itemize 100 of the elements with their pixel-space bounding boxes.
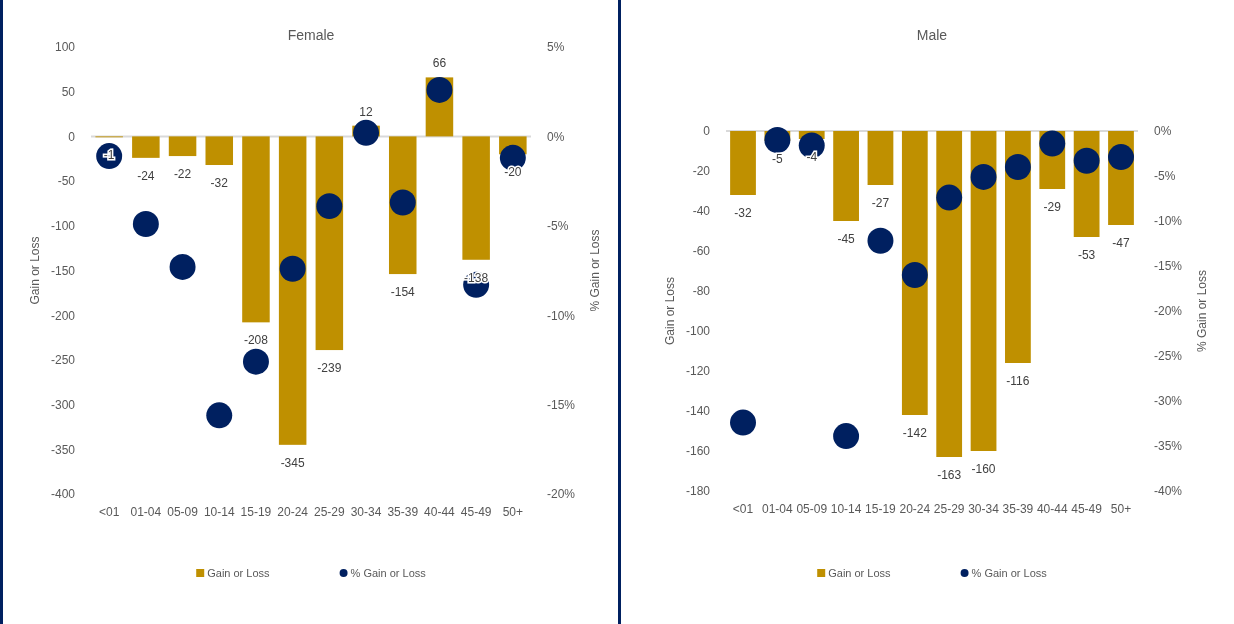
x-tick-label: 50+ bbox=[502, 505, 524, 519]
y-tick-label: -60 bbox=[692, 244, 711, 259]
chart-title: Female bbox=[287, 27, 335, 43]
data-label: -24 bbox=[137, 168, 155, 183]
x-tick-label: 50+ bbox=[1110, 502, 1132, 516]
y2-tick-label: -25% bbox=[1154, 349, 1183, 364]
x-tick-label: 20-24 bbox=[899, 502, 931, 516]
data-label: -27 bbox=[871, 196, 890, 210]
y-tick-label: -160 bbox=[685, 444, 711, 459]
y-tick-label: 100 bbox=[54, 40, 76, 55]
x-tick-label: <01 bbox=[98, 505, 120, 519]
y-axis-title: Gain or Loss bbox=[663, 276, 677, 346]
x-tick-label: 01-04 bbox=[130, 505, 162, 519]
y-tick-label: -100 bbox=[685, 324, 711, 339]
y-tick-label: -40 bbox=[692, 204, 711, 219]
y2-tick-label: -40% bbox=[1154, 484, 1183, 499]
data-label: -142 bbox=[902, 426, 928, 440]
point bbox=[1108, 144, 1134, 171]
point bbox=[730, 409, 756, 436]
y2-tick-label: -5% bbox=[547, 219, 569, 234]
point bbox=[1004, 154, 1031, 180]
data-label: -32 bbox=[734, 206, 753, 220]
x-tick-label: 45-49 bbox=[460, 505, 492, 519]
y2-tick-label: -10% bbox=[1154, 214, 1183, 229]
y2-tick-label: 0% bbox=[1154, 124, 1172, 139]
point bbox=[936, 184, 963, 211]
x-tick-label: 01-04 bbox=[762, 502, 794, 516]
y2-tick-label: 0% bbox=[547, 129, 565, 144]
point bbox=[389, 189, 416, 216]
point bbox=[316, 193, 343, 220]
legend-label: % Gain or Loss bbox=[971, 567, 1048, 579]
x-tick-label: 30-34 bbox=[968, 502, 1000, 516]
data-label: -163 bbox=[937, 468, 962, 482]
data-label: -22 bbox=[173, 167, 192, 182]
y-tick-label: -140 bbox=[685, 404, 711, 419]
y-tick-label: -120 bbox=[685, 364, 711, 379]
y-tick-label: -50 bbox=[57, 174, 76, 189]
x-tick-label: 15-19 bbox=[240, 505, 272, 519]
x-tick-label: 35-39 bbox=[387, 505, 419, 519]
point bbox=[867, 227, 894, 254]
y2-tick-label: -35% bbox=[1154, 439, 1183, 454]
legend-label: % Gain or Loss bbox=[350, 567, 427, 579]
point bbox=[833, 423, 860, 450]
y-tick-label: -250 bbox=[50, 353, 76, 368]
data-label: -29 bbox=[1043, 200, 1062, 214]
data-label: -138 bbox=[464, 270, 489, 285]
y-tick-label: 0 bbox=[68, 129, 76, 144]
y-tick-label: -400 bbox=[50, 487, 76, 502]
x-tick-label: 15-19 bbox=[865, 502, 897, 516]
data-label: -1 bbox=[103, 148, 115, 163]
point bbox=[132, 211, 159, 237]
x-tick-label: 10-14 bbox=[203, 505, 235, 519]
data-label: 66 bbox=[432, 56, 447, 71]
y-tick-label: 0 bbox=[703, 124, 711, 139]
data-label: -53 bbox=[1077, 248, 1096, 262]
chart-title: Male bbox=[916, 27, 948, 43]
data-label: -45 bbox=[837, 232, 856, 246]
y2-tick-label: -20% bbox=[1154, 304, 1183, 319]
data-label: -47 bbox=[1112, 236, 1130, 250]
y2-tick-label: -15% bbox=[1154, 259, 1183, 274]
point bbox=[901, 262, 928, 288]
legend-label: Gain or Loss bbox=[207, 567, 271, 579]
x-tick-label: 05-09 bbox=[796, 502, 828, 516]
x-tick-label: 30-34 bbox=[350, 505, 382, 519]
point bbox=[242, 348, 269, 375]
data-label: -5 bbox=[772, 152, 784, 166]
y2-tick-label: -15% bbox=[547, 397, 576, 412]
y-tick-label: -20 bbox=[692, 164, 711, 179]
y2-tick-label: -30% bbox=[1154, 394, 1183, 409]
point bbox=[353, 119, 380, 146]
data-label: -239 bbox=[317, 361, 342, 376]
y-tick-label: -100 bbox=[50, 219, 76, 234]
data-label: -32 bbox=[210, 176, 229, 191]
x-tick-label: 40-44 bbox=[424, 505, 456, 519]
point bbox=[1039, 130, 1066, 157]
point bbox=[169, 253, 196, 280]
y-tick-label: 50 bbox=[61, 85, 76, 100]
y2-tick-label: -5% bbox=[1154, 169, 1176, 184]
y2-axis-title: % Gain or Loss bbox=[1195, 269, 1209, 353]
data-label: 12 bbox=[359, 104, 374, 119]
point bbox=[1073, 147, 1100, 174]
x-tick-label: 25-29 bbox=[933, 502, 965, 516]
x-tick-label: 40-44 bbox=[1036, 502, 1068, 516]
point bbox=[970, 163, 997, 190]
legend-label: Gain or Loss bbox=[828, 567, 892, 579]
y-tick-label: -300 bbox=[50, 397, 76, 412]
x-tick-label: 20-24 bbox=[277, 505, 309, 519]
y-tick-label: -200 bbox=[50, 308, 76, 323]
y2-tick-label: -10% bbox=[547, 308, 576, 323]
y-tick-label: -180 bbox=[685, 484, 711, 499]
data-label: -160 bbox=[971, 462, 996, 476]
point bbox=[206, 402, 233, 429]
y2-tick-label: -20% bbox=[547, 487, 576, 502]
y2-axis-title: % Gain or Loss bbox=[588, 229, 602, 312]
y-axis-title: Gain or Loss bbox=[28, 236, 42, 305]
x-tick-label: 05-09 bbox=[167, 505, 199, 519]
x-tick-label: 45-49 bbox=[1071, 502, 1103, 516]
point bbox=[764, 127, 791, 153]
data-label: -208 bbox=[243, 333, 269, 348]
x-tick-label: 10-14 bbox=[830, 502, 862, 516]
